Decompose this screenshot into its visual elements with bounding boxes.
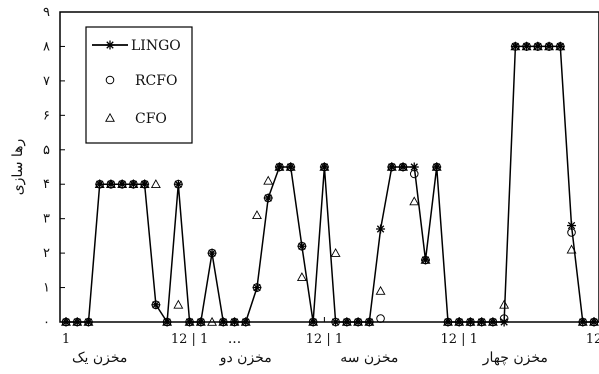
data-point-lingo — [510, 41, 520, 51]
data-point-lingo — [95, 179, 105, 189]
data-point-lingo — [117, 179, 127, 189]
y-axis-label: رها سازی — [10, 139, 26, 196]
y-tick-label: ۷ — [43, 74, 50, 89]
data-point-lingo — [173, 179, 183, 189]
data-point-lingo — [578, 317, 588, 327]
data-point-lingo — [331, 317, 341, 327]
series-line-lingo — [66, 45, 594, 325]
group-label: مخزن چهار — [482, 350, 548, 366]
series-layer — [61, 41, 599, 327]
data-point-lingo — [432, 162, 442, 172]
data-point-cfo — [173, 299, 184, 309]
data-point-lingo — [106, 179, 116, 189]
y-tick-label: ۴ — [43, 177, 50, 192]
data-point-lingo — [252, 283, 262, 293]
data-point-lingo — [128, 179, 138, 189]
data-point-lingo — [274, 162, 284, 172]
group-label: مخزن یک — [72, 350, 127, 366]
plot-frame — [59, 11, 599, 323]
data-point-lingo — [465, 317, 475, 327]
y-tick-label: ۰ — [43, 315, 50, 330]
data-point-lingo — [162, 317, 172, 327]
data-point-lingo — [454, 317, 464, 327]
data-point-lingo — [353, 317, 363, 327]
data-point-lingo — [308, 317, 318, 327]
data-point-rcfo — [376, 314, 385, 323]
data-point-cfo — [252, 210, 262, 220]
data-point-cfo — [150, 179, 161, 189]
data-point-lingo — [544, 41, 554, 51]
data-point-lingo — [297, 241, 307, 251]
data-point-lingo — [420, 255, 430, 265]
data-point-cfo — [263, 175, 274, 185]
y-axis: ۰ ۱ ۲ ۳ ۴ ۵ ۶ ۷ ۸ ۹ — [43, 5, 65, 330]
data-point-lingo — [218, 317, 228, 327]
plot-area — [59, 11, 599, 323]
data-point-lingo — [477, 317, 487, 327]
data-point-lingo — [207, 248, 217, 258]
data-point-lingo — [499, 317, 509, 327]
data-point-lingo — [185, 317, 195, 327]
y-tick-label: ۳ — [43, 212, 50, 227]
data-point-cfo — [375, 285, 386, 295]
data-point-lingo — [151, 300, 161, 310]
data-point-cfo — [207, 316, 218, 326]
group-labels: مخزن یک... مخزن دو مخزن سه مخزن چهار — [72, 331, 548, 366]
legend-marker-rcfo — [105, 75, 115, 85]
legend-label-rcfo: RCFO — [135, 73, 177, 89]
data-point-lingo — [387, 162, 397, 172]
x-tick-label: 12 — [586, 332, 599, 347]
group-label: مخزن سه — [340, 350, 398, 366]
data-point-cfo — [409, 196, 420, 206]
data-point-lingo — [286, 162, 296, 172]
data-point-cfo — [296, 272, 307, 282]
data-point-lingo — [533, 41, 543, 51]
y-tick-label: ۶ — [43, 108, 50, 123]
series-lingo — [61, 41, 599, 327]
group-label: مخزن دو — [219, 350, 272, 366]
x-tick-label: 1 — [62, 332, 70, 347]
x-tick-label: 12 | 1 — [440, 332, 477, 347]
y-tick-label: ۸ — [43, 39, 50, 54]
y-tick-label: ۹ — [43, 5, 50, 20]
y-tick-label: ۲ — [43, 246, 50, 261]
data-point-lingo — [241, 317, 251, 327]
y-tick-label: ۱ — [43, 281, 50, 296]
legend-label-lingo: LINGO — [131, 38, 181, 54]
legend-label-cfo: CFO — [135, 111, 167, 127]
data-point-lingo — [196, 317, 206, 327]
data-point-lingo — [398, 162, 408, 172]
data-point-lingo — [488, 317, 498, 327]
data-point-lingo — [409, 162, 419, 172]
data-point-lingo — [567, 221, 577, 231]
x-tick-label: 12 | 1 — [171, 332, 208, 347]
data-point-lingo — [376, 224, 386, 234]
data-point-lingo — [589, 317, 599, 327]
legend-box — [85, 26, 193, 144]
data-point-lingo — [342, 317, 352, 327]
data-point-lingo — [555, 41, 565, 51]
data-point-lingo — [319, 162, 329, 172]
x-tick-label: 12 | 1 — [306, 332, 343, 347]
data-point-lingo — [443, 317, 453, 327]
data-point-lingo — [83, 317, 93, 327]
data-point-lingo — [61, 317, 71, 327]
group-label: ... — [228, 331, 241, 347]
data-point-lingo — [263, 193, 273, 203]
data-point-lingo — [522, 41, 532, 51]
legend-marker-lingo — [105, 40, 115, 50]
data-point-lingo — [230, 317, 240, 327]
data-point-lingo — [72, 317, 82, 327]
data-point-lingo — [364, 317, 374, 327]
y-tick-label: ۵ — [43, 143, 50, 158]
legend-marker-cfo — [105, 112, 115, 122]
data-point-lingo — [140, 179, 150, 189]
data-point-cfo — [330, 247, 341, 257]
legend: LINGO RCFO CFO — [85, 26, 193, 144]
